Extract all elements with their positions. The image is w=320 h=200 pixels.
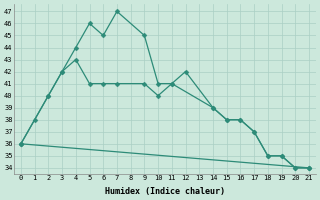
X-axis label: Humidex (Indice chaleur): Humidex (Indice chaleur) — [105, 187, 225, 196]
